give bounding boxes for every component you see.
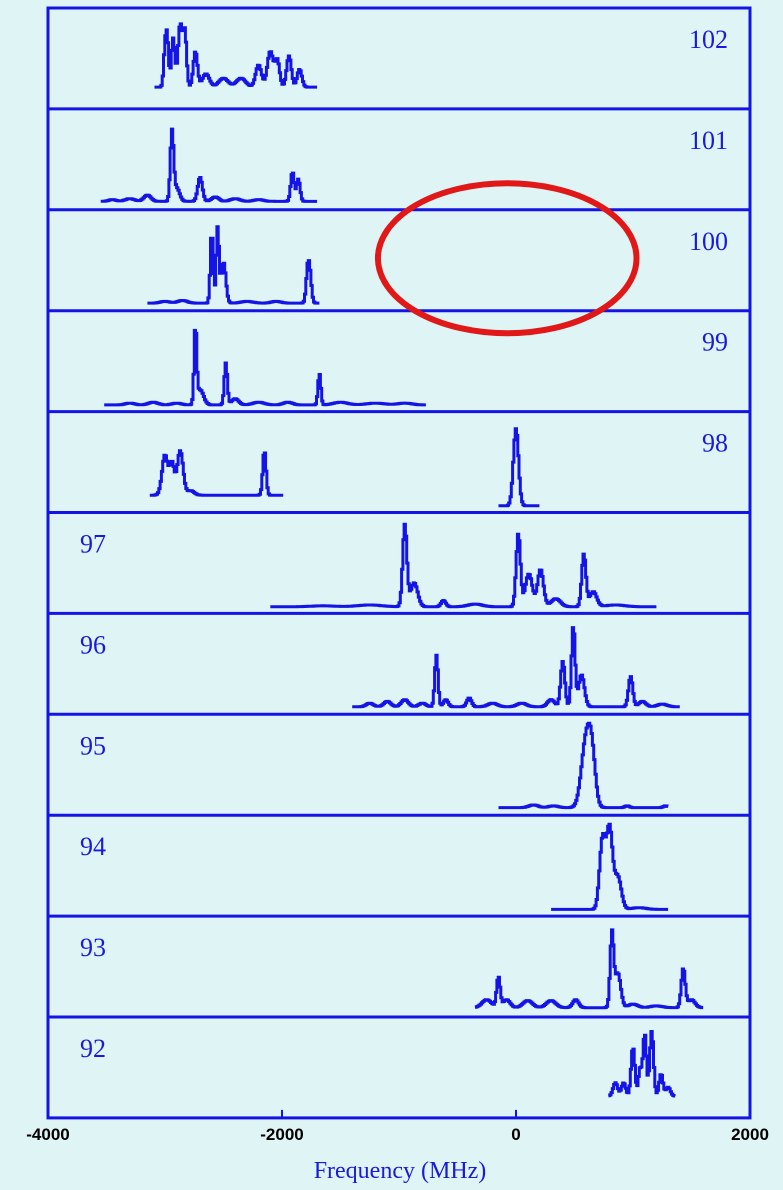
- series-label: 102: [689, 25, 728, 54]
- series-label: 99: [702, 328, 728, 357]
- spectrum-row: 102: [154, 22, 728, 89]
- spectrum-trace: [104, 328, 426, 407]
- spectrum-row: 99: [104, 328, 728, 407]
- spectrum-row: 97: [80, 522, 657, 609]
- spectrum-row: 96: [80, 626, 680, 709]
- x-tick-label: 0: [511, 1125, 520, 1144]
- spectrum-trace: [100, 127, 318, 203]
- spectrum-row: 94: [80, 822, 669, 911]
- series-label: 95: [80, 731, 106, 760]
- series-label: 94: [80, 832, 106, 861]
- spectrum-trace: [551, 822, 669, 911]
- series-label: 92: [80, 1034, 106, 1063]
- spectrum-trace: [474, 928, 704, 1010]
- spectrum-trace: [608, 1030, 676, 1098]
- spectrum-row: 92: [80, 1030, 676, 1098]
- spectrum-trace: [154, 22, 318, 89]
- series-label: 98: [702, 429, 728, 458]
- series-label: 96: [80, 630, 106, 659]
- spectrum-trace: [149, 449, 284, 497]
- plot-frame: [46, 6, 752, 1120]
- spectrum-row: 93: [80, 928, 704, 1010]
- series-label: 93: [80, 933, 106, 962]
- spectrum-trace: [270, 522, 657, 609]
- series-label: 97: [80, 530, 106, 559]
- spectrum-trace: [352, 626, 680, 709]
- spectrum-row: 98: [149, 427, 728, 508]
- spectrum-row: 101: [100, 126, 728, 203]
- spectrum-row: 95: [80, 721, 669, 810]
- spectrum-trace: [498, 721, 669, 810]
- x-tick-label: -4000: [26, 1125, 69, 1144]
- spectrum-row: 100: [147, 225, 728, 305]
- x-axis-label: Frequency (MHz): [314, 1158, 487, 1184]
- spectrum-trace: [498, 427, 540, 508]
- spectrum-trace: [147, 225, 320, 305]
- series-label: 100: [689, 227, 728, 256]
- x-tick-label: -2000: [260, 1125, 303, 1144]
- x-tick-label: 2000: [731, 1125, 769, 1144]
- highlight-ellipse: [374, 180, 640, 337]
- series-label: 101: [689, 126, 728, 155]
